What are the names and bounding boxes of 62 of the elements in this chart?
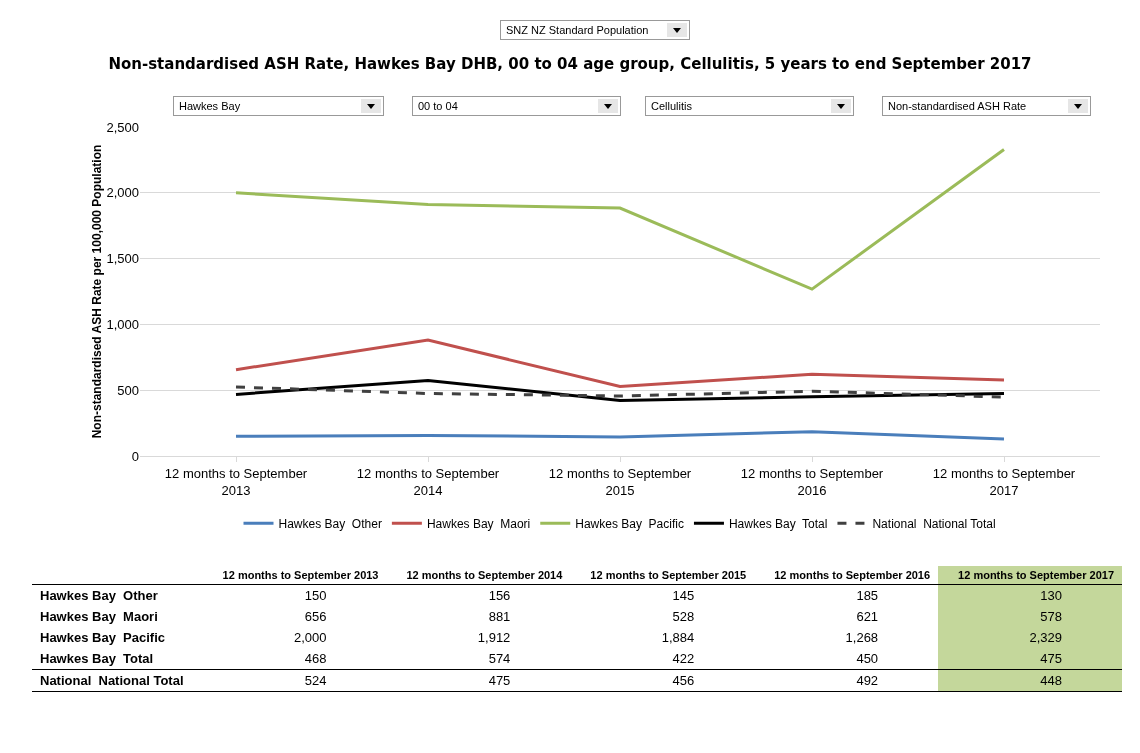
data-label: 621 xyxy=(855,608,880,626)
data-label: 528 xyxy=(671,608,696,626)
y-tick-label: 500 xyxy=(117,382,139,398)
x-tick-label: 12 months to September 2014 xyxy=(356,465,500,498)
text: Hawkes Bay Other xyxy=(40,588,158,603)
legend-label: Hawkes Bay Pacific xyxy=(575,516,684,531)
data-label: 475 xyxy=(938,648,1122,670)
data-label: 2,329 xyxy=(938,627,1122,648)
data-label: 145 xyxy=(671,587,696,605)
data-label: 422 xyxy=(671,650,696,668)
data-label: 492 xyxy=(754,669,939,692)
data-label: 475 xyxy=(386,669,571,692)
category-label: 12 months to September 2015 xyxy=(590,569,747,581)
y-tick-label: 0 xyxy=(131,448,139,464)
line-series xyxy=(234,430,1006,441)
dropdown-field: 00 to 04 xyxy=(412,96,621,116)
chart-title: Non-standardised ASH Rate, Hawkes Bay DHB, 00 to 04 age group, Cellulitis, 5 years to end September 2017 xyxy=(108,55,1032,74)
legend-label: National National Total xyxy=(872,516,996,531)
data-label: 574 xyxy=(487,650,512,668)
data-label: 1,268 xyxy=(844,629,880,647)
y-tick-label: 2,000 xyxy=(106,185,139,201)
category-label: 12 months to September 2014 xyxy=(406,569,563,581)
text: Hawkes Bay Total xyxy=(40,651,154,666)
text: Hawkes Bay Pacific xyxy=(40,630,166,645)
line-series xyxy=(234,378,1006,402)
text: National National Total xyxy=(40,673,184,688)
data-label: 468 xyxy=(303,650,328,668)
data-label: 456 xyxy=(570,669,755,692)
data-label: 578 xyxy=(938,606,1122,627)
data-label: 1,884 xyxy=(660,629,696,647)
dropdown-field: Cellulitis xyxy=(645,96,854,116)
category-label: 12 months to September 2017 xyxy=(958,569,1114,581)
data-label: 450 xyxy=(855,650,880,668)
y-tick-label: 1,000 xyxy=(106,316,139,332)
data-label: 448 xyxy=(938,669,1122,692)
y-axis-title: Non-standardised ASH Rate per 100,000 Population xyxy=(90,144,105,439)
data-label: 130 xyxy=(938,584,1122,606)
text: Hawkes Bay Maori xyxy=(40,609,158,624)
line-series xyxy=(234,338,1006,389)
data-label: 881 xyxy=(487,608,512,626)
legend-label: Hawkes Bay Total xyxy=(728,516,828,531)
legend-label: Hawkes Bay Other xyxy=(278,516,382,531)
data-label: 156 xyxy=(487,587,512,605)
category-label: 12 months to September 2016 xyxy=(774,569,931,581)
data-label: 150 xyxy=(303,587,328,605)
dropdown-field: Hawkes Bay xyxy=(173,96,384,116)
legend-label: Hawkes Bay Maori xyxy=(426,516,531,531)
dropdown-field: SNZ NZ Standard Population xyxy=(500,20,690,40)
x-tick-label: 12 months to September 2017 xyxy=(932,465,1076,498)
data-label: 1,912 xyxy=(476,629,512,647)
data-label: 185 xyxy=(855,587,880,605)
data-label: 2,000 xyxy=(292,629,328,647)
data-label: 524 xyxy=(202,669,387,692)
x-tick-label: 12 months to September 2015 xyxy=(548,465,692,498)
dropdown-field: Non-standardised ASH Rate xyxy=(882,96,1091,116)
x-tick-label: 12 months to September 2016 xyxy=(740,465,884,498)
y-tick-label: 1,500 xyxy=(106,251,139,267)
data-label: 656 xyxy=(303,608,328,626)
line-series xyxy=(234,148,1006,291)
x-tick-label: 12 months to September 2013 xyxy=(164,465,308,498)
category-label: 12 months to September 2013 xyxy=(222,569,379,581)
y-tick-label: 2,500 xyxy=(106,119,139,135)
